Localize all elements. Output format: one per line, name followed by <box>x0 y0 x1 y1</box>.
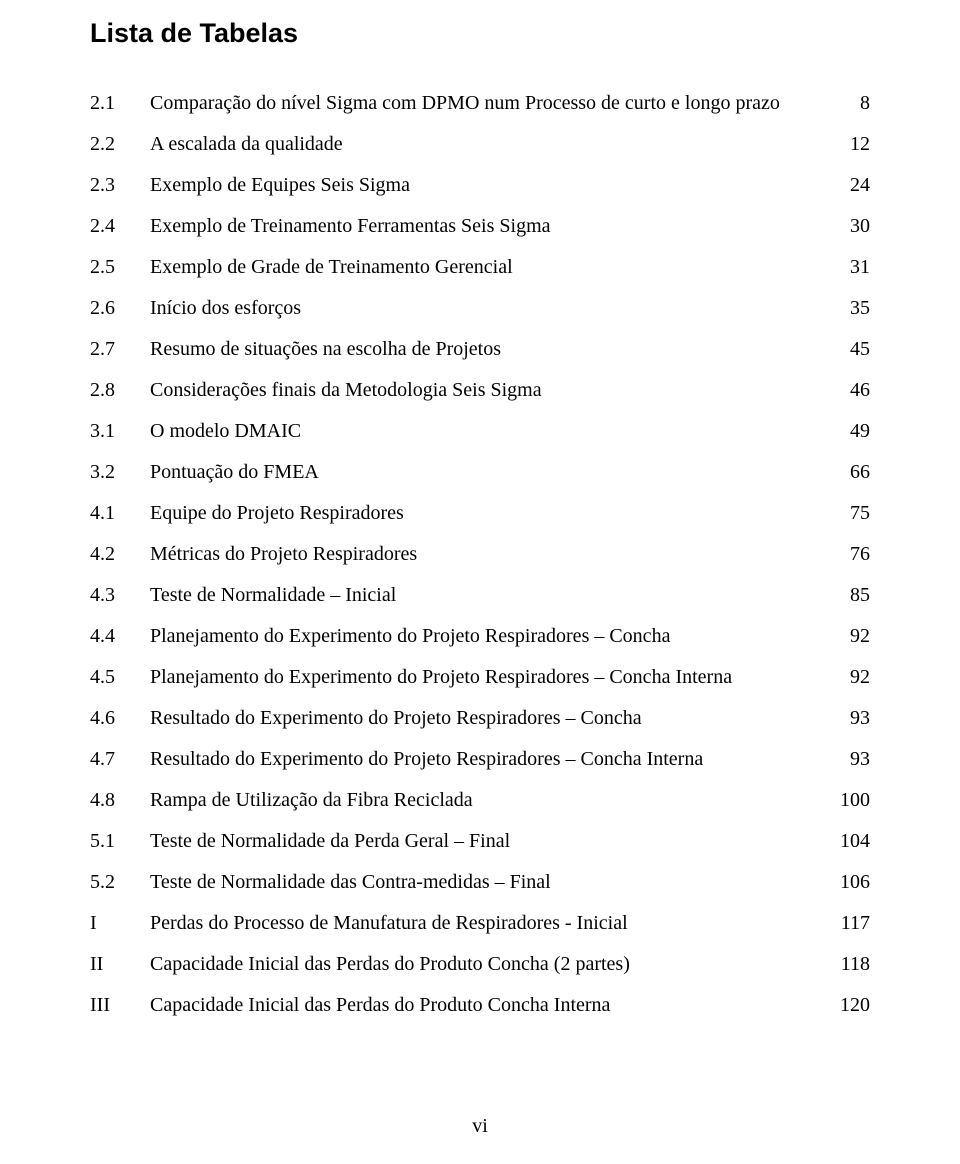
toc-row: 2.7Resumo de situações na escolha de Pro… <box>90 339 870 359</box>
toc-row: 2.5Exemplo de Grade de Treinamento Geren… <box>90 257 870 277</box>
toc-number: 2.6 <box>90 298 150 318</box>
toc-row: 2.4Exemplo de Treinamento Ferramentas Se… <box>90 216 870 236</box>
toc-row: IIICapacidade Inicial das Perdas do Prod… <box>90 995 870 1015</box>
toc-page: 93 <box>810 708 870 728</box>
toc-description: Resultado do Experimento do Projeto Resp… <box>150 749 810 769</box>
page: Lista de Tabelas 2.1Comparação do nível … <box>0 0 960 1164</box>
toc-number: 2.7 <box>90 339 150 359</box>
toc-description: Capacidade Inicial das Perdas do Produto… <box>150 995 810 1015</box>
toc-number: 4.5 <box>90 667 150 687</box>
toc-page: 85 <box>810 585 870 605</box>
toc-row: 4.8Rampa de Utilização da Fibra Reciclad… <box>90 790 870 810</box>
toc-page: 118 <box>810 954 870 974</box>
toc-number: 4.4 <box>90 626 150 646</box>
toc-description: Resumo de situações na escolha de Projet… <box>150 339 810 359</box>
toc-page: 93 <box>810 749 870 769</box>
toc-page: 24 <box>810 175 870 195</box>
toc-description: Equipe do Projeto Respiradores <box>150 503 810 523</box>
toc-number: 4.1 <box>90 503 150 523</box>
toc-description: Considerações finais da Metodologia Seis… <box>150 380 810 400</box>
toc-page: 30 <box>810 216 870 236</box>
toc-description: Resultado do Experimento do Projeto Resp… <box>150 708 810 728</box>
toc-description: Perdas do Processo de Manufatura de Resp… <box>150 913 810 933</box>
toc-number: 4.7 <box>90 749 150 769</box>
toc-description: A escalada da qualidade <box>150 134 810 154</box>
toc-row: 4.5Planejamento do Experimento do Projet… <box>90 667 870 687</box>
toc-row: 3.1O modelo DMAIC49 <box>90 421 870 441</box>
toc-row: 4.2Métricas do Projeto Respiradores76 <box>90 544 870 564</box>
toc-description: Rampa de Utilização da Fibra Reciclada <box>150 790 810 810</box>
toc-description: Início dos esforços <box>150 298 810 318</box>
toc-description: Teste de Normalidade – Inicial <box>150 585 810 605</box>
toc-number: 5.2 <box>90 872 150 892</box>
toc-number: 2.8 <box>90 380 150 400</box>
toc-description: Capacidade Inicial das Perdas do Produto… <box>150 954 810 974</box>
toc-number: 4.3 <box>90 585 150 605</box>
toc-row: 2.6Início dos esforços35 <box>90 298 870 318</box>
toc-description: Planejamento do Experimento do Projeto R… <box>150 626 810 646</box>
toc-number: 2.1 <box>90 93 150 113</box>
toc-row: 2.3Exemplo de Equipes Seis Sigma24 <box>90 175 870 195</box>
toc-description: Métricas do Projeto Respiradores <box>150 544 810 564</box>
toc-number: 4.6 <box>90 708 150 728</box>
toc-page: 46 <box>810 380 870 400</box>
toc-number: II <box>90 954 150 974</box>
toc-description: Planejamento do Experimento do Projeto R… <box>150 667 810 687</box>
toc-description: Teste de Normalidade da Perda Geral – Fi… <box>150 831 810 851</box>
toc-row: IICapacidade Inicial das Perdas do Produ… <box>90 954 870 974</box>
toc-number: III <box>90 995 150 1015</box>
toc-page: 106 <box>810 872 870 892</box>
toc-page: 76 <box>810 544 870 564</box>
toc-description: Exemplo de Grade de Treinamento Gerencia… <box>150 257 810 277</box>
toc-row: 4.1Equipe do Projeto Respiradores75 <box>90 503 870 523</box>
toc-page: 120 <box>810 995 870 1015</box>
toc-row: 5.2Teste de Normalidade das Contra-medid… <box>90 872 870 892</box>
toc-number: 3.1 <box>90 421 150 441</box>
toc-description: Exemplo de Equipes Seis Sigma <box>150 175 810 195</box>
toc-page: 49 <box>810 421 870 441</box>
toc-page: 117 <box>810 913 870 933</box>
toc-page: 104 <box>810 831 870 851</box>
toc-row: 4.4Planejamento do Experimento do Projet… <box>90 626 870 646</box>
toc-page: 92 <box>810 626 870 646</box>
toc-description: Comparação do nível Sigma com DPMO num P… <box>150 93 810 113</box>
toc-row: 4.7Resultado do Experimento do Projeto R… <box>90 749 870 769</box>
toc-row: 2.8Considerações finais da Metodologia S… <box>90 380 870 400</box>
toc-description: O modelo DMAIC <box>150 421 810 441</box>
toc-number: I <box>90 913 150 933</box>
toc-row: 4.6Resultado do Experimento do Projeto R… <box>90 708 870 728</box>
page-footer: vi <box>0 1115 960 1138</box>
toc-page: 45 <box>810 339 870 359</box>
toc-page: 100 <box>810 790 870 810</box>
toc-row: IPerdas do Processo de Manufatura de Res… <box>90 913 870 933</box>
toc-number: 2.4 <box>90 216 150 236</box>
page-title: Lista de Tabelas <box>90 18 870 49</box>
toc-number: 4.8 <box>90 790 150 810</box>
toc-number: 2.3 <box>90 175 150 195</box>
toc-page: 12 <box>810 134 870 154</box>
toc-description: Pontuação do FMEA <box>150 462 810 482</box>
toc-row: 2.2A escalada da qualidade12 <box>90 134 870 154</box>
toc-number: 5.1 <box>90 831 150 851</box>
toc-number: 3.2 <box>90 462 150 482</box>
toc-number: 4.2 <box>90 544 150 564</box>
toc-page: 75 <box>810 503 870 523</box>
toc-page: 31 <box>810 257 870 277</box>
toc-page: 8 <box>810 93 870 113</box>
toc-row: 5.1Teste de Normalidade da Perda Geral –… <box>90 831 870 851</box>
toc-list: 2.1Comparação do nível Sigma com DPMO nu… <box>90 93 870 1015</box>
toc-description: Teste de Normalidade das Contra-medidas … <box>150 872 810 892</box>
toc-number: 2.2 <box>90 134 150 154</box>
toc-row: 4.3Teste de Normalidade – Inicial85 <box>90 585 870 605</box>
toc-page: 35 <box>810 298 870 318</box>
toc-number: 2.5 <box>90 257 150 277</box>
toc-page: 66 <box>810 462 870 482</box>
toc-description: Exemplo de Treinamento Ferramentas Seis … <box>150 216 810 236</box>
toc-row: 3.2Pontuação do FMEA66 <box>90 462 870 482</box>
toc-page: 92 <box>810 667 870 687</box>
toc-row: 2.1Comparação do nível Sigma com DPMO nu… <box>90 93 870 113</box>
